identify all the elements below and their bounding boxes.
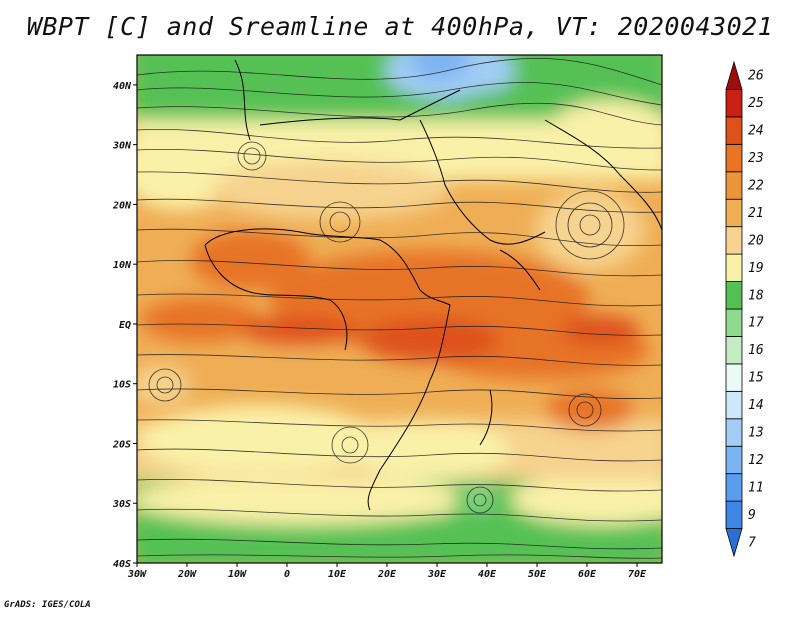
coastlines [204, 59, 662, 511]
colorbar-top-arrow [725, 60, 743, 90]
colorbar-segment [725, 281, 743, 310]
colorbar-segment [725, 89, 743, 118]
x-tick-label: 70E [628, 569, 647, 580]
x-tick-label: 10E [328, 569, 347, 580]
y-tick-label: 40S [113, 559, 131, 570]
colorbar-bottom-arrow [725, 528, 743, 558]
y-tick-label: 30N [112, 141, 132, 152]
colorbar-label: 21 [748, 206, 764, 221]
x-tick-label: 20W [177, 569, 197, 580]
x-tick-label: 20E [377, 569, 397, 580]
colorbar-label: 14 [748, 398, 764, 413]
x-tick-label: 10W [228, 569, 247, 580]
colorbar-segment [725, 226, 743, 255]
y-tick-label: 40N [113, 81, 132, 92]
colorbar-segment [725, 390, 743, 420]
plot-area [137, 55, 662, 563]
grads-credit: GrADS: IGES/COLA [4, 600, 91, 610]
colorbar-label: 18 [748, 288, 764, 303]
colorbar-segment [725, 171, 743, 200]
x-tick-label: 30W [127, 569, 147, 580]
x-tick-label: 0 [284, 569, 290, 580]
colorbar-segment [725, 500, 743, 529]
colorbar-label: 16 [748, 343, 764, 358]
plot-frame [136, 54, 663, 564]
y-tick-label: 10N [113, 260, 132, 271]
colorbar-label: 15 [748, 371, 764, 386]
colorbar-segment [725, 445, 743, 475]
colorbar: 7 9 11 12 13 14 15 16 17 18 19 20 21 22 23 24 25 26 [725, 60, 764, 558]
y-tick-label: EQ [119, 320, 131, 331]
colorbar-label: 13 [748, 426, 764, 441]
colorbar-segment [725, 116, 743, 145]
colorbar-label: 20 [748, 233, 764, 248]
colorbar-label: 11 [748, 480, 764, 495]
y-tick-label: 20S [112, 439, 131, 450]
colorbar-label: 25 [748, 96, 764, 111]
y-axis-ticks: 40S 30S 20S 10S EQ 10N 20N 30N 40N [112, 81, 137, 570]
colorbar-label: 26 [748, 69, 764, 84]
colorbar-segment [725, 143, 743, 173]
colorbar-label: 24 [748, 124, 764, 139]
streamlines [137, 57, 662, 559]
colorbar-segment [725, 198, 743, 228]
x-tick-label: 40E [478, 569, 497, 580]
colorbar-label: 22 [748, 179, 764, 194]
colorbar-label: 19 [748, 261, 764, 276]
x-tick-label: 60E [578, 569, 597, 580]
x-tick-label: 30E [427, 569, 447, 580]
colorbar-label: 9 [748, 508, 756, 523]
colorbar-segment [725, 253, 743, 282]
y-tick-label: 10S [113, 380, 131, 391]
colorbar-segment [725, 418, 743, 447]
colorbar-label: 17 [748, 316, 764, 331]
x-tick-label: 50E [528, 569, 547, 580]
x-axis-ticks: 30W 20W 10W 0 10E 20E 30E 40E 50E 60E 70E [127, 563, 647, 580]
colorbar-segment [725, 473, 743, 502]
y-tick-label: 20N [112, 200, 132, 211]
y-tick-label: 30S [112, 499, 131, 510]
map-title: WBPT [C] and Sreamline at 400hPa, VT: 20… [26, 12, 774, 41]
colorbar-segment [725, 363, 743, 392]
colorbar-segment [725, 308, 743, 337]
colorbar-segment [725, 336, 743, 365]
colorbar-label: 7 [748, 535, 756, 550]
colorbar-label: 12 [748, 453, 764, 468]
colorbar-label: 23 [748, 151, 764, 166]
